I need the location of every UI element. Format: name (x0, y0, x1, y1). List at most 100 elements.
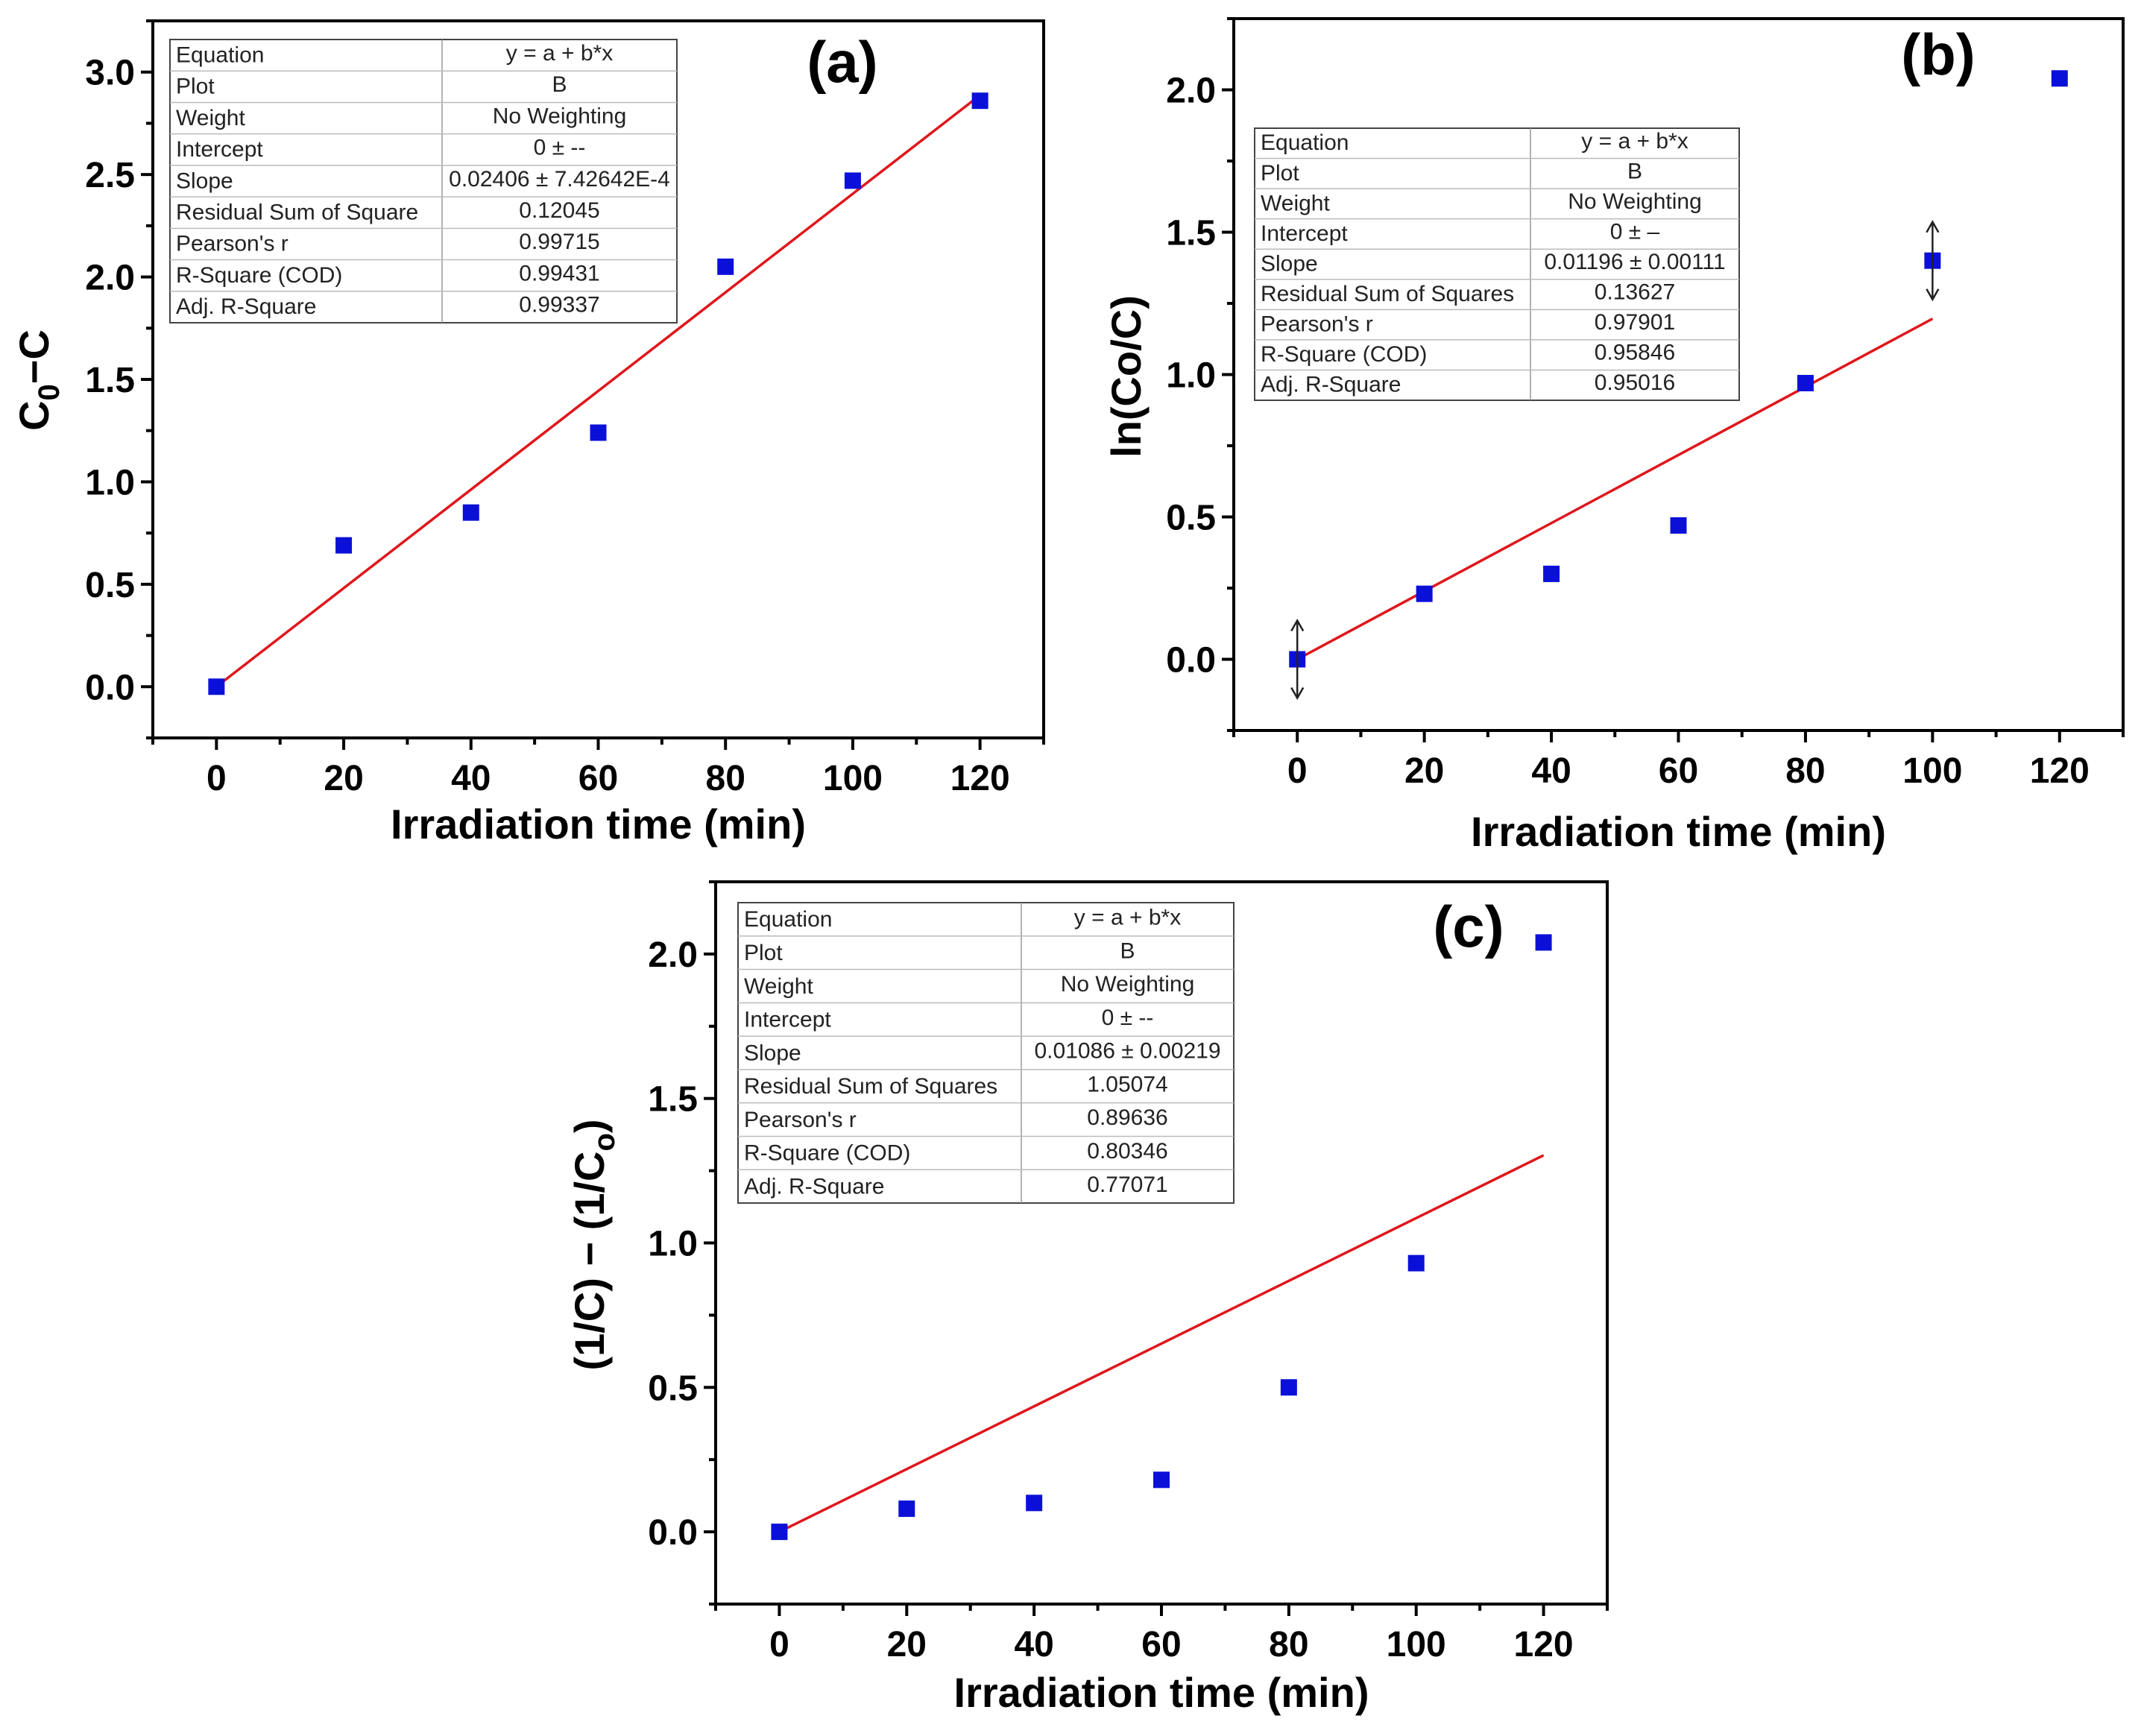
x-axis-label: Irradiation time (min) (391, 801, 806, 848)
data-point (1280, 1379, 1297, 1396)
x-tick-label: 0 (1287, 751, 1308, 791)
data-point (208, 678, 225, 695)
fit-table-value: 0.80346 (1087, 1139, 1167, 1164)
data-point (335, 537, 353, 554)
y-tick-label: 3.0 (85, 54, 135, 93)
y-axis-label-subscript: 0 (33, 384, 66, 400)
y-axis-label-main: (1/C) − (1/C (566, 1152, 613, 1371)
fit-table-value: y = a + b*x (1581, 129, 1688, 154)
fit-table: Equation y = a + b*x Plot B Weight No Weighti… (169, 39, 678, 323)
y-tick-label: 0.0 (85, 668, 135, 707)
fit-table-value: 0.13627 (1595, 280, 1675, 305)
fit-table-key: Equation (1261, 130, 1349, 155)
fit-line (1296, 318, 1934, 661)
y-tick-label: 0.5 (648, 1369, 698, 1408)
y-axis-label: C0−C (10, 329, 66, 431)
y-axis-label-tail: −C (10, 329, 57, 384)
x-tick-label: 80 (1269, 1625, 1308, 1664)
y-tick-label: 1.5 (648, 1080, 698, 1120)
fit-table-value: No Weighting (1568, 189, 1702, 214)
fit-line (215, 94, 981, 688)
fit-table-value: B (1120, 938, 1135, 963)
x-tick-label: 0 (206, 759, 227, 798)
fit-table-key: Residual Sum of Square (176, 201, 418, 225)
fit-table-key: Plot (176, 75, 215, 99)
fit-table-key: Pearson's r (744, 1108, 857, 1132)
data-point (1416, 585, 1433, 602)
fit-table-value: 0.97901 (1595, 310, 1675, 335)
fit-table-key: Adj. R-Square (744, 1174, 884, 1199)
fit-table-key: Plot (1261, 161, 1299, 186)
fit-table-key: Slope (1261, 251, 1318, 276)
x-tick-label: 120 (950, 759, 1010, 798)
fit-table-key: Intercept (176, 137, 263, 162)
data-point (1153, 1471, 1170, 1489)
data-point (971, 92, 988, 110)
panel-b: 0 20 40 60 80 100 120 0.0 0.5 1.0 1.5 2.0 Irradiatio… (1103, 17, 2125, 855)
fit-table-key: R-Square (COD) (1261, 342, 1427, 367)
fit-table-value: No Weighting (493, 104, 627, 128)
fit-table-value: 0.12045 (519, 198, 599, 223)
fit-table-key: R-Square (COD) (176, 263, 342, 288)
panel-label: (a) (807, 29, 877, 95)
x-tick-label: 40 (1014, 1625, 1053, 1664)
fit-table-value: 0.99431 (519, 261, 599, 285)
panel-label: (c) (1433, 894, 1504, 959)
fit-table-value: y = a + b*x (506, 41, 613, 66)
fit-table-value: B (552, 72, 567, 97)
y-tick-label: 0.0 (1166, 641, 1216, 681)
fit-table-value: 0.01086 ± 0.00219 (1034, 1039, 1220, 1064)
fit-table-value: 0.89636 (1087, 1105, 1167, 1130)
y-tick-label: 0.0 (648, 1513, 698, 1553)
data-point (771, 1524, 788, 1541)
x-tick-label: 20 (324, 759, 363, 798)
fit-table-key: Residual Sum of Squares (1261, 282, 1514, 306)
data-point (1670, 517, 1687, 534)
x-tick-label: 60 (578, 759, 618, 798)
x-tick-label: 20 (887, 1625, 927, 1664)
fit-table-key: Weight (744, 974, 813, 999)
y-tick-label: 1.5 (85, 361, 135, 400)
fit-table-value: 0.77071 (1087, 1172, 1167, 1197)
exclusion-marker-arrow-up (1290, 618, 1305, 632)
y-axis-label-tail: ) (566, 1119, 613, 1133)
data-point (717, 258, 734, 275)
fit-table-value: 0.95846 (1595, 341, 1675, 365)
fit-table-value: 0 ± -- (534, 136, 586, 160)
fit-table-value: 0.02406 ± 7.42642E-4 (449, 167, 670, 192)
y-tick-label: 0.5 (1166, 499, 1216, 538)
fit-table-value: 0 ± – (1610, 219, 1660, 244)
fit-table-key: Weight (176, 106, 245, 130)
fit-table-border (169, 39, 678, 323)
x-tick-label: 100 (823, 759, 883, 798)
fit-table: Equation y = a + b*x Plot B Weight No Weighti… (1254, 127, 1740, 401)
fit-table-key: Equation (176, 42, 264, 67)
data-point (1797, 374, 1814, 391)
data-point (1407, 1254, 1425, 1272)
panel-a: 0 20 40 60 80 100 120 0.0 0.5 1.0 1.5 2.0 2.5 3.0 Irra… (10, 19, 1045, 848)
fit-table-key: Equation (744, 907, 832, 932)
x-tick-label: 80 (706, 759, 745, 798)
x-axis-label: Irradiation time (min) (954, 1669, 1369, 1716)
data-point (590, 424, 607, 441)
y-tick-label: 2.0 (85, 259, 135, 298)
data-point (844, 172, 861, 189)
data-point (898, 1500, 915, 1518)
fit-table-key: Weight (1261, 191, 1330, 215)
fit-table-border (737, 902, 1235, 1204)
fit-table-value: 0.01196 ± 0.00111 (1544, 250, 1725, 274)
fit-table-value: 0.95016 (1595, 370, 1675, 395)
fit-table-value: 1.05074 (1087, 1072, 1167, 1096)
x-tick-label: 40 (1531, 751, 1571, 791)
fit-table-value: 0.99715 (519, 230, 599, 254)
y-tick-label: 2.0 (1166, 72, 1216, 111)
x-axis-label: Irradiation time (min) (1471, 808, 1886, 855)
y-tick-label: 1.5 (1166, 214, 1216, 253)
y-tick-label: 2.5 (85, 156, 135, 195)
x-tick-label: 20 (1404, 751, 1444, 791)
data-point (2051, 70, 2068, 87)
x-tick-label: 100 (1902, 751, 1962, 791)
fit-table-key: Residual Sum of Squares (744, 1074, 997, 1099)
